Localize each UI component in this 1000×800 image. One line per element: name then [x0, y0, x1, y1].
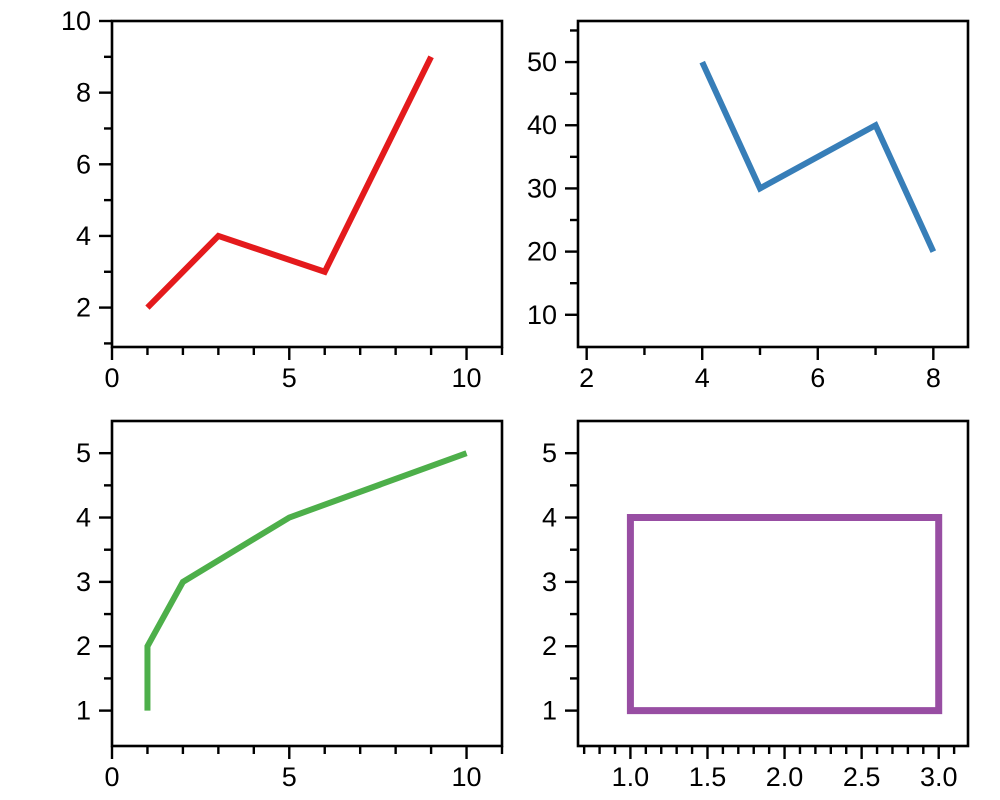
x-tick-label: 0 [104, 363, 119, 393]
y-tick-label: 8 [76, 78, 91, 108]
y-tick-label: 5 [76, 438, 91, 468]
y-tick-label: 2 [542, 631, 557, 661]
y-tick-label: 40 [527, 110, 557, 140]
x-tick-label: 10 [452, 363, 482, 393]
x-tick-label: 5 [282, 762, 297, 792]
x-tick-label: 8 [926, 363, 941, 393]
x-tick-label: 1.0 [612, 762, 650, 792]
panel-bottom-left: 0 5 10 1 2 3 4 5 [76, 419, 504, 792]
panel-top-right: 2 4 6 8 10 20 30 40 50 [527, 19, 970, 393]
axes-frame [576, 419, 970, 748]
x-tick-label: 10 [452, 762, 482, 792]
y-tick-label: 10 [61, 6, 91, 36]
y-tick-label: 1 [76, 696, 91, 726]
x-tick-label: 5 [282, 363, 297, 393]
x-tick-label: 3.0 [920, 762, 958, 792]
y-tick-label: 6 [76, 149, 91, 179]
x-tick-label: 6 [810, 363, 825, 393]
data-line-bottom-right [626, 514, 943, 715]
x-tick-label: 1.5 [689, 762, 727, 792]
y-tick-label: 3 [542, 567, 557, 597]
y-tick-label: 2 [76, 293, 91, 323]
data-line-top-right [699, 60, 937, 253]
data-line-bottom-left [144, 450, 468, 711]
data-line-top-left [145, 55, 434, 310]
x-tick-label: 4 [695, 363, 710, 393]
y-tick-label: 4 [76, 221, 91, 251]
axes-frame [110, 419, 504, 748]
y-tick-label: 20 [527, 237, 557, 267]
axes-frame [576, 19, 970, 349]
panel-top-left: 0 5 10 2 4 6 8 10 [61, 6, 504, 393]
y-tick-label: 4 [76, 503, 91, 533]
y-tick-label: 5 [542, 438, 557, 468]
y-tick-label: 30 [527, 173, 557, 203]
panel-bottom-right: 1.0 1.5 2.0 2.5 3.0 1 2 3 4 5 [542, 419, 970, 792]
y-tick-label: 3 [76, 567, 91, 597]
axes-frame [110, 19, 504, 349]
y-tick-label: 1 [542, 696, 557, 726]
y-tick-label: 4 [542, 503, 557, 533]
y-tick-label: 50 [527, 47, 557, 77]
y-tick-label: 10 [527, 300, 557, 330]
x-tick-label: 2 [579, 363, 594, 393]
y-tick-label: 2 [76, 631, 91, 661]
x-tick-label: 0 [104, 762, 119, 792]
x-tick-label: 2.0 [766, 762, 804, 792]
x-tick-label: 2.5 [843, 762, 881, 792]
